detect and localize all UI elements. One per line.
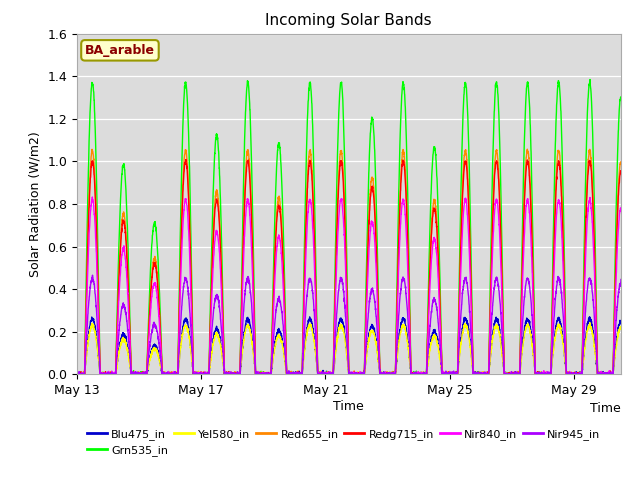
X-axis label: Time: Time [333,400,364,413]
Text: Time: Time [590,402,621,415]
Text: BA_arable: BA_arable [85,44,155,57]
Y-axis label: Solar Radiation (W/m2): Solar Radiation (W/m2) [29,131,42,277]
Title: Incoming Solar Bands: Incoming Solar Bands [266,13,432,28]
Legend: Blu475_in, Grn535_in, Yel580_in, Red655_in, Redg715_in, Nir840_in, Nir945_in: Blu475_in, Grn535_in, Yel580_in, Red655_… [83,424,605,460]
